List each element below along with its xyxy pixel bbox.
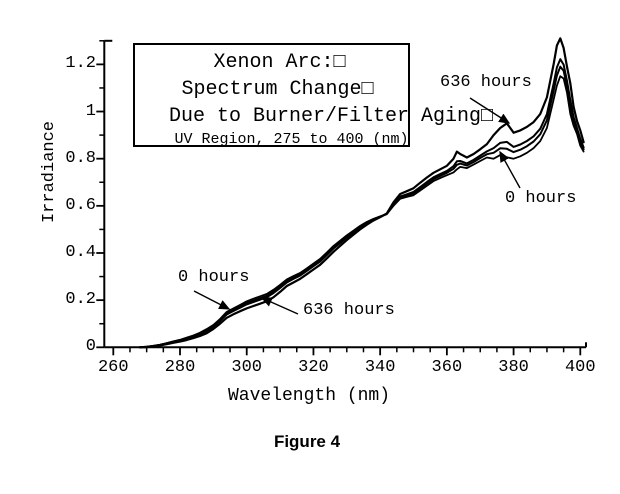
y-tick-label: 1.2 <box>65 54 96 74</box>
title-line-4: UV Region, 275 to 400 (nm) <box>174 131 409 148</box>
x-tick-label: 280 <box>164 358 196 377</box>
annotation-arrow <box>260 297 299 315</box>
title-line-2: Spectrum Change□ <box>181 78 374 101</box>
annotation-arrows <box>193 97 521 315</box>
x-tick-label: 340 <box>364 358 396 377</box>
x-tick-label: 300 <box>231 358 263 377</box>
axes <box>96 39 587 356</box>
y-tick-label: 1 <box>85 101 96 121</box>
chart-title-box: Xenon Arc:□ Spectrum Change□ Due to Burn… <box>133 43 493 148</box>
y-tick-label: 0 <box>85 337 96 357</box>
title-line-3: Due to Burner/Filter Aging□ <box>169 105 494 128</box>
annotation-label: 0 hours <box>178 268 250 287</box>
x-axis-title: Wavelength (nm) <box>228 386 391 406</box>
x-tick-label: 360 <box>431 358 463 377</box>
figure-caption: Figure 4 <box>273 432 341 451</box>
y-tick-label: 0.8 <box>65 148 96 168</box>
spectrum-curves <box>138 37 585 349</box>
y-tick-label: 0.4 <box>65 242 96 262</box>
x-tick-label: 400 <box>564 358 596 377</box>
x-tick-label: 380 <box>498 358 529 377</box>
y-axis-title: Irradiance <box>40 120 59 224</box>
annotation-arrow <box>193 290 231 310</box>
annotation-label: 0 hours <box>505 189 577 208</box>
curve-636-hours <box>138 37 585 349</box>
annotation-arrow <box>499 150 521 189</box>
x-tick-label: 260 <box>97 358 129 377</box>
annotation-arrow <box>469 97 511 124</box>
x-tick-label: 320 <box>298 358 329 377</box>
annotation-label: 636 hours <box>303 301 395 320</box>
y-tick-label: 0.6 <box>65 195 96 215</box>
y-tick-label: 0.2 <box>65 290 96 310</box>
title-line-1: Xenon Arc:□ <box>213 51 346 74</box>
annotation-label: 636 hours <box>440 73 532 92</box>
